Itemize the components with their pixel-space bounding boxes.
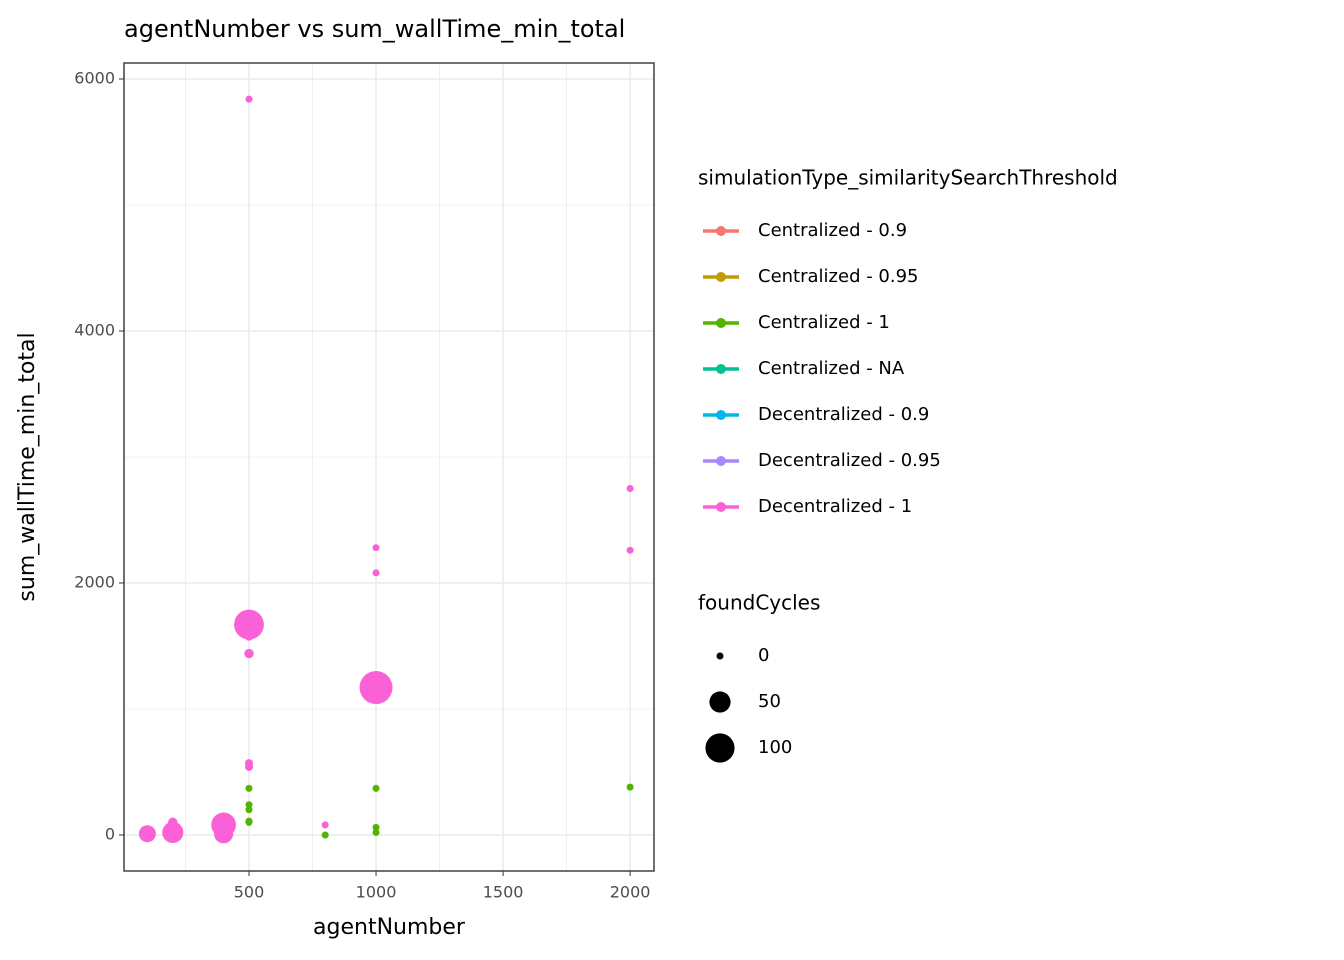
legend-label: Centralized - 1 xyxy=(758,312,890,333)
legend-label: Decentralized - 0.95 xyxy=(758,450,941,471)
point xyxy=(321,831,329,839)
point xyxy=(244,631,254,641)
size-legend-label: 0 xyxy=(758,645,769,666)
y-tick-label: 4000 xyxy=(74,320,115,339)
point xyxy=(138,825,156,843)
legend-label: Centralized - 0.9 xyxy=(758,220,907,241)
point xyxy=(245,806,253,814)
legend-key-dot xyxy=(716,410,726,420)
point xyxy=(626,484,634,492)
point xyxy=(213,824,234,844)
y-tick-label: 6000 xyxy=(74,69,115,88)
y-tick-label: 2000 xyxy=(74,572,115,591)
x-tick-label: 1000 xyxy=(356,883,397,902)
chart-title: agentNumber vs sum_wallTime_min_total xyxy=(124,15,625,43)
x-tick-label: 2000 xyxy=(610,883,651,902)
point xyxy=(244,648,254,659)
point xyxy=(359,671,393,705)
y-axis-label: sum_wallTime_min_total xyxy=(15,332,40,601)
point xyxy=(245,818,253,826)
legend-label: Decentralized - 1 xyxy=(758,496,912,517)
point xyxy=(372,823,380,831)
panel-border xyxy=(123,62,655,872)
legend-key-dot xyxy=(716,456,726,466)
point xyxy=(372,784,380,792)
x-tick-label: 1500 xyxy=(483,883,524,902)
legend-key-dot xyxy=(716,502,726,512)
point xyxy=(245,95,253,103)
legend-label: Decentralized - 0.9 xyxy=(758,404,929,425)
point xyxy=(626,783,634,791)
legend-key-dot xyxy=(716,318,726,328)
size-legend-label: 100 xyxy=(758,737,792,758)
point xyxy=(372,544,380,552)
legend-key-dot xyxy=(716,364,726,374)
point xyxy=(372,828,380,836)
y-tick-label: 0 xyxy=(105,824,115,843)
point xyxy=(245,801,253,809)
legend-label: Centralized - 0.95 xyxy=(758,266,919,287)
x-axis-label: agentNumber xyxy=(313,915,466,940)
point xyxy=(245,784,253,792)
legend-key-dot xyxy=(716,226,726,236)
point xyxy=(626,546,634,554)
legend-title: simulationType_similaritySearchThreshold xyxy=(698,166,1118,190)
x-tick-label: 500 xyxy=(234,883,265,902)
legend-label: Centralized - NA xyxy=(758,358,905,379)
point xyxy=(321,821,329,829)
point xyxy=(244,762,254,771)
size-legend-label: 50 xyxy=(758,691,781,712)
size-legend-key xyxy=(705,733,735,763)
point xyxy=(168,817,178,828)
size-legend-title: foundCycles xyxy=(698,591,820,615)
size-legend-key xyxy=(716,652,724,660)
point xyxy=(234,609,264,640)
size-legend-key xyxy=(709,691,731,713)
point xyxy=(162,821,184,844)
legend-key-dot xyxy=(716,272,726,282)
point xyxy=(372,569,380,577)
